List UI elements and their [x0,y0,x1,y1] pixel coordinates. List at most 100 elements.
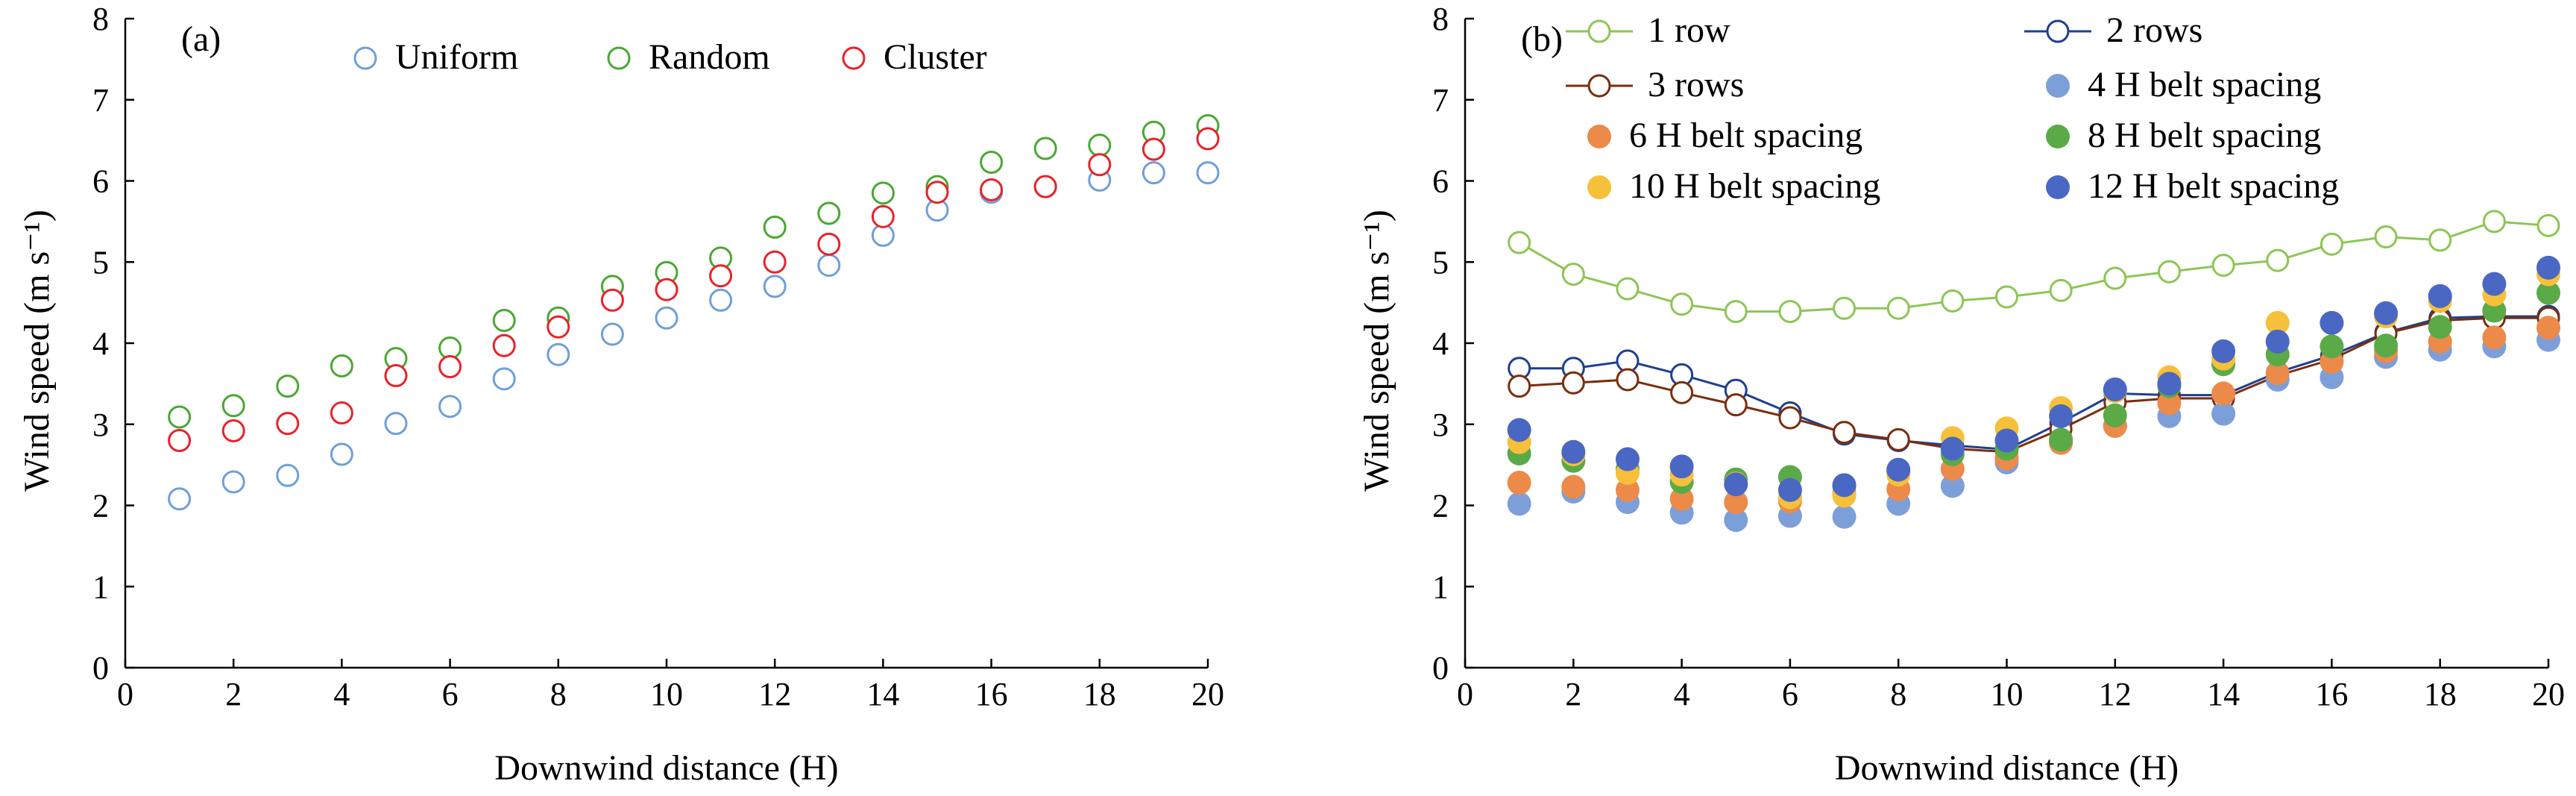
data-point [168,429,192,452]
y-tick-label: 0 [92,650,109,686]
legend-item: 4 H belt spacing [2046,65,2321,104]
data-point [1141,137,1165,161]
data-point [2103,403,2127,427]
data-point [2265,329,2290,354]
data-point [1507,471,1531,495]
legend-label: 1 row [1648,10,1731,50]
series-3-rows [1508,306,2560,464]
y-tick-label: 7 [92,82,109,119]
x-tick-label: 20 [1191,676,1224,712]
y-tick-label: 5 [1432,244,1449,281]
data-point [1724,393,1748,417]
legend-marker [2046,175,2070,199]
data-point [1615,477,1640,502]
legend-item: 2 rows [2024,10,2202,50]
data-point [1886,296,1910,320]
data-point [168,405,192,429]
data-point [1507,418,1531,442]
data-point [1724,508,1748,533]
data-point [221,394,245,418]
data-point [2211,381,2236,406]
data-point [1995,285,2018,309]
legend-item: 3 rows [1566,65,1744,104]
data-point [547,315,570,339]
y-tick-label: 7 [1432,82,1449,119]
data-point [1561,263,1585,286]
data-point [600,288,624,312]
data-point [330,354,353,377]
data-point [2320,232,2343,256]
legend-label: 12 H belt spacing [2088,166,2339,206]
data-point [2482,325,2507,350]
y-tick-label: 4 [1432,325,1449,362]
data-point [2482,272,2507,296]
data-point [2211,401,2236,426]
data-point [1507,492,1531,516]
data-point [2428,228,2452,252]
x-tick-label: 2 [225,676,242,712]
data-point [1561,371,1585,395]
data-point [1141,161,1165,185]
data-point [1724,300,1748,324]
data-point [221,470,245,494]
x-tick-label: 16 [975,676,1008,712]
data-point [276,375,300,398]
legend-marker [2046,19,2070,43]
data-point [1994,428,2019,453]
data-point [1670,292,1694,316]
data-point [655,306,678,330]
data-point [1196,127,1220,151]
data-point [384,364,408,387]
data-point [925,181,949,204]
data-point [655,278,678,301]
data-point [1196,161,1220,185]
data-point [2536,255,2560,280]
legend-marker [2046,74,2070,98]
data-point [1777,477,1802,502]
legend-label: Cluster [884,37,987,77]
data-point [438,355,462,379]
data-point [1832,473,1857,498]
legend-item: Cluster [842,37,987,77]
data-point [1033,137,1057,160]
data-point [2428,315,2452,339]
data-point [2103,377,2127,401]
legend-marker [2046,125,2070,148]
data-point [1940,436,1965,461]
x-tick-label: 6 [1782,676,1798,712]
y-tick-label: 1 [92,568,109,605]
data-point [709,288,733,312]
legend-marker [1587,175,1611,199]
series-1-row [1508,210,2560,324]
data-point [871,181,895,205]
data-point [168,487,192,511]
data-point [600,322,624,346]
series-random [168,114,1220,429]
x-tick-label: 18 [1083,676,1116,712]
data-point [2049,404,2073,428]
y-tick-label: 2 [1432,488,1449,524]
data-point [2374,225,2398,249]
x-tick-label: 14 [2207,676,2240,712]
data-point [1833,296,1857,320]
x-tick-label: 2 [1565,676,1581,712]
legend-label: 10 H belt spacing [1629,166,1880,206]
legend-marker [1587,74,1611,98]
x-tick-label: 16 [2315,676,2348,712]
data-point [2428,283,2452,308]
data-point [221,419,245,442]
panel-label: (a) [181,19,221,59]
y-tick-label: 8 [1432,1,1449,37]
x-axis-label: Downwind distance (H) [1835,748,2179,788]
data-point [1561,439,1586,464]
series-12-h-belt-spacing [1507,255,2560,502]
x-tick-label: 6 [442,676,459,712]
panel-label: (b) [1521,19,1563,59]
data-point [2157,391,2182,416]
data-point [1088,153,1112,177]
data-point [980,150,1004,174]
data-point [1778,300,1802,324]
data-point [980,178,1004,201]
data-point [2266,248,2290,272]
data-point [330,401,353,425]
